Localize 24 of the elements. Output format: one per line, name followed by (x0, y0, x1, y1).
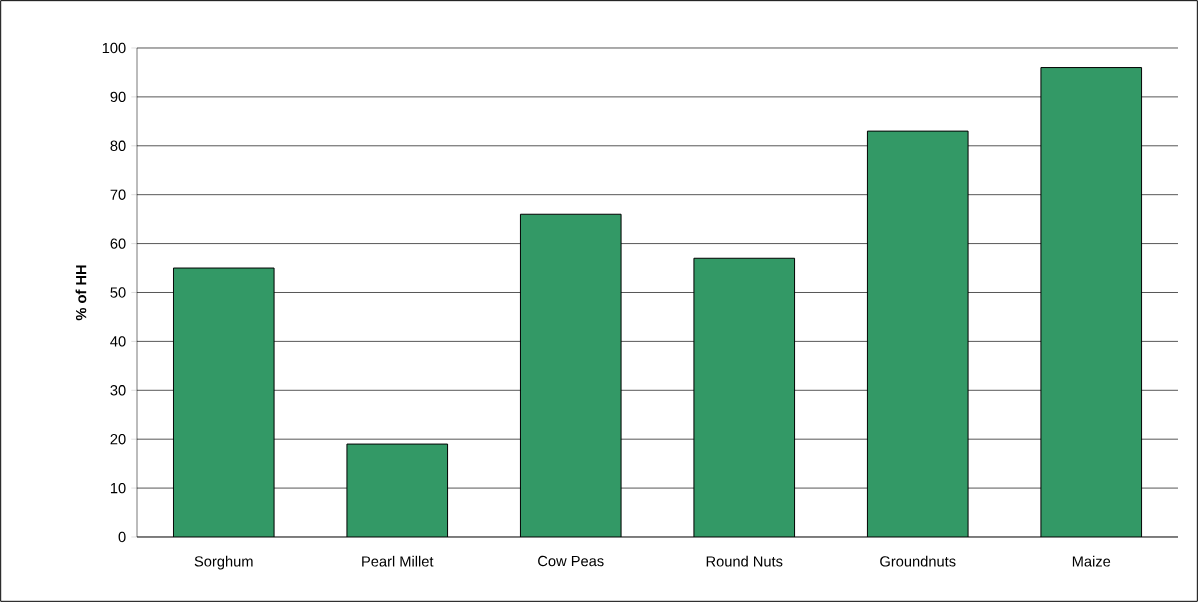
y-tick-label: 10 (110, 482, 126, 494)
x-tick-label: Pearl Millet (362, 555, 434, 567)
y-tick-label: 90 (110, 91, 126, 103)
x-tick-label: Sorghum (194, 555, 253, 570)
bar (866, 130, 969, 537)
y-tick-label: 80 (110, 140, 126, 151)
y-tick-label: 70 (110, 189, 126, 200)
y-tick-label: 30 (110, 385, 126, 396)
y-tick-label: 0 (118, 531, 126, 543)
bar (1040, 67, 1143, 537)
y-tick-label: 40 (110, 336, 126, 347)
y-tick-label: 50 (110, 287, 126, 298)
x-tick-label: Groundnuts (880, 555, 956, 567)
bar (172, 267, 275, 537)
y-tick-label: 100 (102, 42, 126, 54)
x-tick-label: Cow Peas (538, 555, 604, 567)
bar (346, 443, 449, 537)
y-axis-title: % of HH (75, 265, 87, 321)
bar (519, 213, 622, 537)
x-tick-label: Maize (1072, 555, 1111, 567)
bar (693, 257, 796, 537)
y-tick-label: 20 (110, 434, 126, 445)
y-tick-label: 60 (110, 238, 126, 249)
x-tick-label: Round Nuts (706, 555, 783, 567)
